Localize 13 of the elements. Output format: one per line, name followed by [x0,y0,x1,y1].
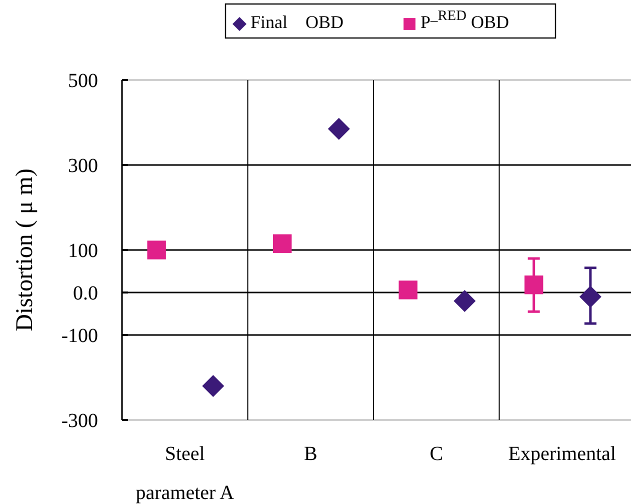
x-tick-label: C [430,443,444,465]
x-tick-label: Steel parameter A [136,443,235,504]
y-tick-label: -300 [61,410,98,432]
y-tick-label: -100 [61,325,98,347]
legend-label: P$^{_RED}$ OBD [420,8,510,32]
x-tick-label: B [304,443,318,465]
y-tick-label: 300 [68,155,98,177]
y-axis-title: Distortion ( μ m) [12,168,38,332]
x-tick-label: Experimental [508,443,616,465]
y-tick-label: 100 [68,240,98,262]
y-tick-label: 500 [68,70,98,92]
legend-label: Final OBD [250,12,344,32]
y-tick-label: 0.0 [73,282,98,304]
